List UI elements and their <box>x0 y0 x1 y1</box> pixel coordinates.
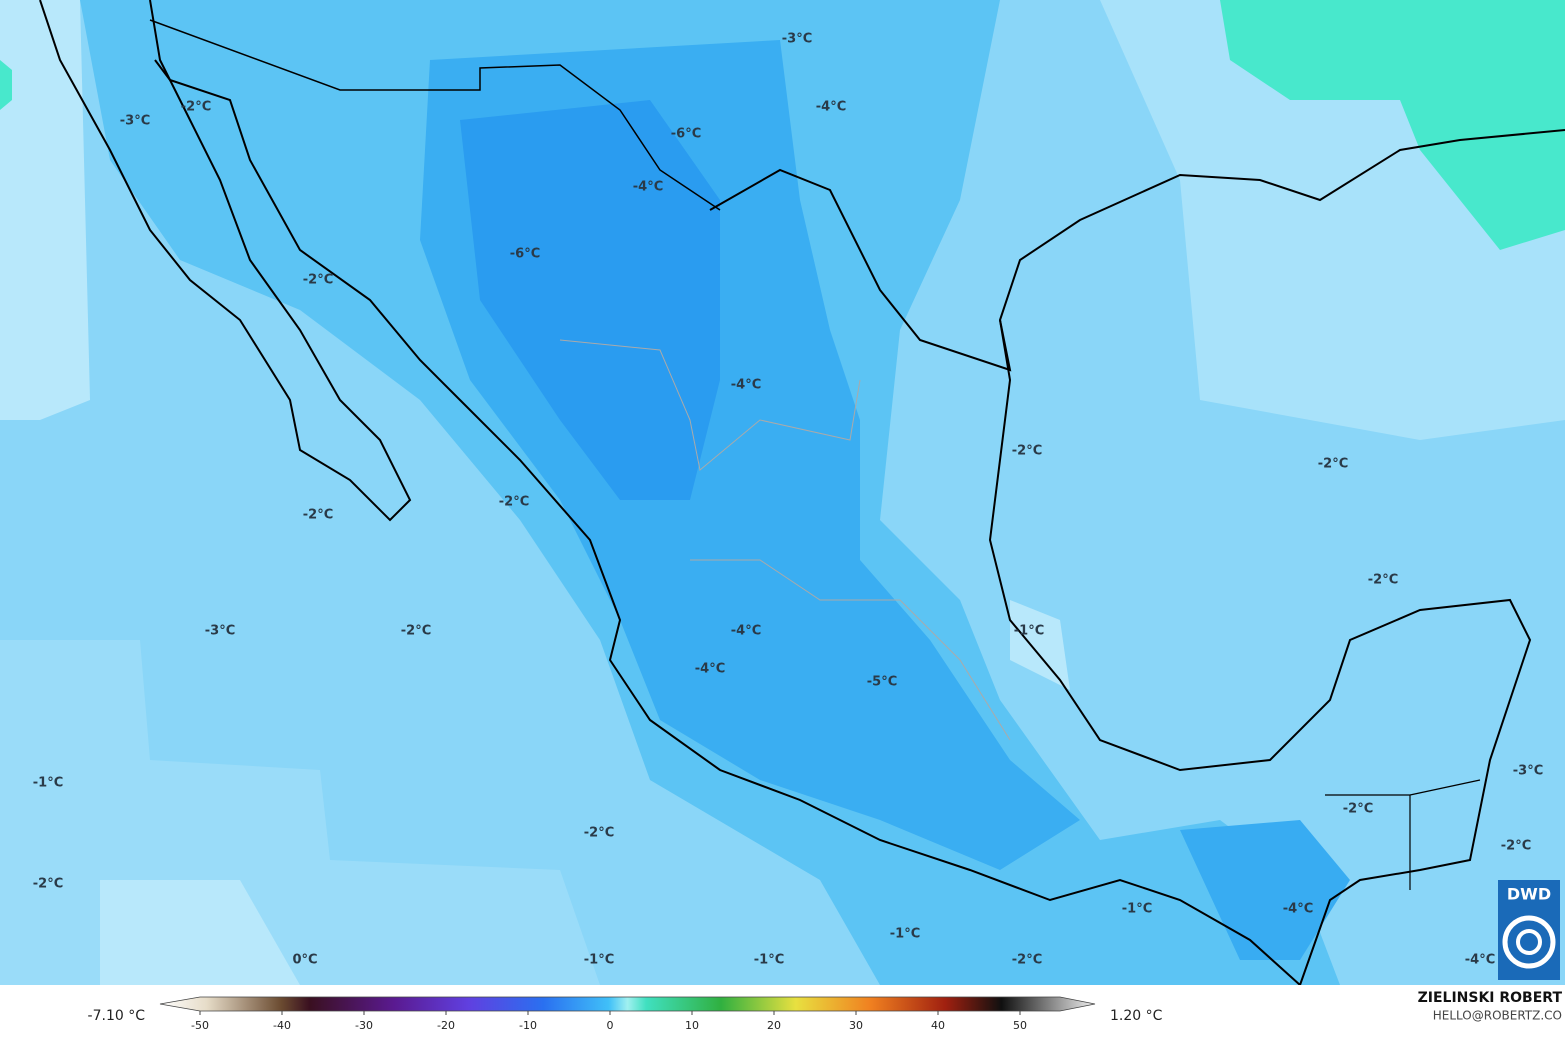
map-label: -3°C <box>205 624 235 639</box>
colorbar-tick-label: -20 <box>437 1019 455 1032</box>
map-label: -2°C <box>1368 573 1398 588</box>
map-label: -1°C <box>1122 902 1152 917</box>
map-label: -2°C <box>303 508 333 523</box>
map-label: -3°C <box>1513 764 1543 779</box>
map-label: -5°C <box>867 675 897 690</box>
map-label: -2°C <box>1012 953 1042 968</box>
map-label: -4°C <box>1283 902 1313 917</box>
region <box>0 0 90 420</box>
colorbar-tick-label: -50 <box>191 1019 209 1032</box>
map-label: -2°C <box>303 273 333 288</box>
map-label: -2°C <box>181 100 211 115</box>
map-label: -4°C <box>1465 953 1495 968</box>
region <box>1220 0 1565 250</box>
map-labels: -3°C -4°C -6°C -2°C -3°C -4°C -6°C -2°C -4°C -2°C… <box>33 32 1543 968</box>
map-label: -2°C <box>1343 802 1373 817</box>
map-label: -1°C <box>584 953 614 968</box>
colorbar-tick-label: 0 <box>607 1019 614 1032</box>
colorbar-tick-label: -10 <box>519 1019 537 1032</box>
logo-swirl <box>1516 929 1542 955</box>
region <box>1180 820 1350 960</box>
map-label: -2°C <box>1318 457 1348 472</box>
map-label: -4°C <box>731 624 761 639</box>
map-label: -3°C <box>120 114 150 129</box>
legend-min: -7.10 °C <box>88 1008 146 1024</box>
map-label: -2°C <box>401 624 431 639</box>
colorbar-tick-label: 30 <box>849 1019 863 1032</box>
map-label: -4°C <box>695 662 725 677</box>
credit-email: HELLO@ROBERTZ.CO <box>1433 1009 1562 1023</box>
legend: -7.10 °C 1.20 °C ZIELINSKI ROBERT HELLO@… <box>0 985 1565 1035</box>
colorbar-tick-label: 40 <box>931 1019 945 1032</box>
colorbar-tick-label: 10 <box>685 1019 699 1032</box>
map-label: -2°C <box>584 826 614 841</box>
logo-text: DWD <box>1507 885 1551 904</box>
map-label: -2°C <box>33 877 63 892</box>
map-label: -2°C <box>1012 444 1042 459</box>
border <box>149 19 721 211</box>
map-label: -1°C <box>754 953 784 968</box>
map-label: -1°C <box>33 776 63 791</box>
border <box>1325 779 1481 890</box>
map-label: -1°C <box>890 927 920 942</box>
map-label: 0°C <box>292 953 317 968</box>
map-label: -6°C <box>510 247 540 262</box>
map-label: -2°C <box>499 495 529 510</box>
map-label: -4°C <box>731 378 761 393</box>
map-label: -4°C <box>816 100 846 115</box>
region <box>1010 600 1070 690</box>
credit-name: ZIELINSKI ROBERT <box>1418 990 1563 1006</box>
colorbar <box>159 996 1096 1012</box>
legend-max: 1.20 °C <box>1110 1008 1163 1024</box>
region <box>460 100 720 500</box>
region <box>0 60 12 110</box>
coastline <box>988 129 1565 986</box>
region <box>100 880 300 985</box>
colorbar-tick-label: -30 <box>355 1019 373 1032</box>
dwd-logo: DWD <box>1498 880 1560 980</box>
state-border <box>559 339 1011 741</box>
coastline <box>39 0 412 522</box>
map-label: -3°C <box>782 32 812 47</box>
colorbar-tick-label: 20 <box>767 1019 781 1032</box>
map-label: -1°C <box>1014 624 1044 639</box>
map-label: -2°C <box>1501 839 1531 854</box>
colorbar-tick-label: -40 <box>273 1019 291 1032</box>
map-label: -6°C <box>671 127 701 142</box>
coastline <box>154 59 1301 986</box>
logo-swirl <box>1502 915 1556 969</box>
coastline <box>709 168 1012 372</box>
colorbar-tick-label: 50 <box>1013 1019 1027 1032</box>
map-label: -4°C <box>633 180 663 195</box>
map: -3°C -4°C -6°C -2°C -3°C -4°C -6°C -2°C -4°C -2°C… <box>0 0 1565 986</box>
